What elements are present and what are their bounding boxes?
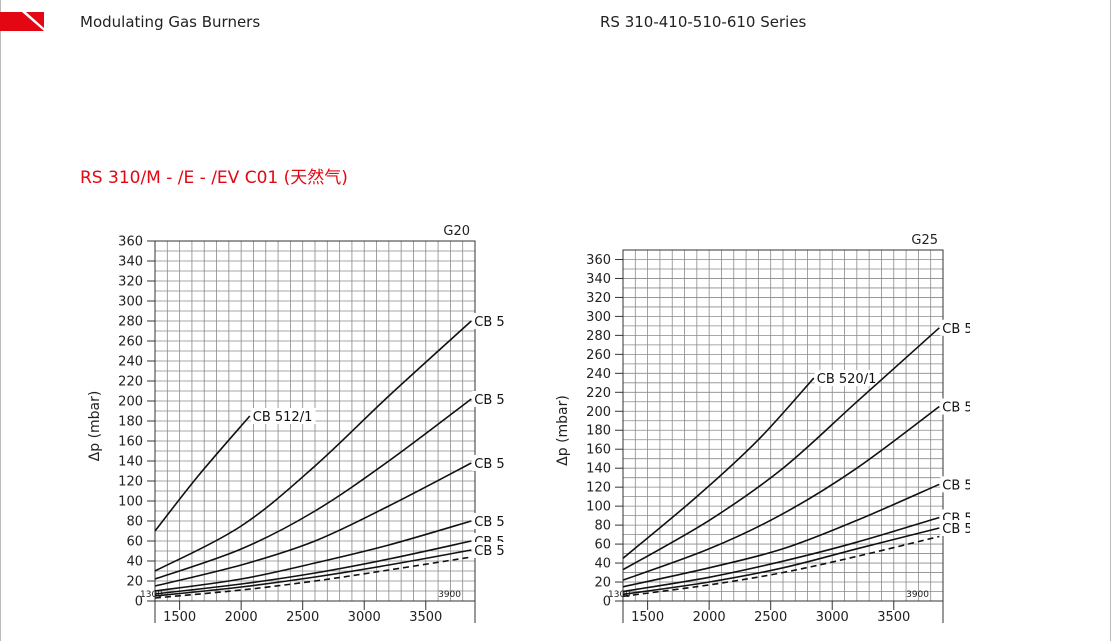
chart-g20-svg: 0 20 40 60 80 100 120 140 160 180 200 220 240 260 280 3…: [87, 224, 553, 625]
series-line: [154, 398, 472, 580]
y-tick-label: 60: [594, 538, 611, 553]
series-label: CB 512/1: [253, 410, 313, 425]
series-label: CB 50125/1: [474, 544, 505, 559]
y-tick-label: 120: [586, 481, 611, 496]
x-tick-label: 3500: [877, 610, 910, 625]
x-tick-label: 1500: [631, 610, 664, 625]
series-line: [154, 549, 472, 597]
y-tick-label: 100: [118, 495, 143, 510]
y-axis-label: Δp (mbar): [555, 395, 571, 466]
header-series: RS 310-410-510-610 Series: [600, 13, 807, 31]
series-line: [154, 462, 472, 587]
y-tick-label: 140: [586, 462, 611, 477]
series-label: CB 5065/1: [474, 457, 505, 472]
x-max-label: 3900: [906, 590, 929, 600]
series-line: [154, 540, 472, 595]
y-tick-label: 240: [118, 355, 143, 370]
x-tick-label: 2000: [225, 610, 258, 625]
y-tick-label: 300: [586, 310, 611, 325]
y-tick-label: 80: [594, 519, 611, 534]
series-line: [622, 527, 940, 596]
y-tick-label: 120: [118, 475, 143, 490]
series-line: [154, 415, 251, 532]
y-tick-label: 360: [118, 235, 143, 250]
y-tick-label: 100: [586, 500, 611, 515]
series-label: CB 50125/1: [942, 522, 970, 537]
y-tick-label: 260: [586, 348, 611, 363]
series-label-bg: [814, 370, 880, 387]
series-line: [154, 520, 472, 592]
series-line: [622, 405, 940, 581]
brand-logo: [0, 12, 44, 31]
y-tick-label: 340: [118, 255, 143, 270]
series-line: [622, 516, 940, 593]
x-tick-label: 2500: [754, 610, 787, 625]
y-tick-label: 280: [118, 315, 143, 330]
y-tick-label: 180: [586, 424, 611, 439]
gas-label: G25: [911, 233, 938, 248]
series-label-bg: [250, 408, 316, 424]
x-tick-label: 1500: [163, 610, 196, 625]
y-tick-label: 0: [603, 595, 611, 610]
plot-frame: [622, 249, 944, 602]
gas-label: G20: [443, 224, 470, 239]
y-tick-label: 320: [586, 291, 611, 306]
y-tick-label: 160: [118, 435, 143, 450]
x-tick-label: 3000: [348, 610, 381, 625]
x-min-label: 1300: [608, 590, 631, 600]
series-label: CB 520/1: [817, 372, 877, 387]
y-tick-label: 340: [586, 272, 611, 287]
y-axis-label: Δp (mbar): [87, 391, 103, 462]
x-tick-label: 2500: [286, 610, 319, 625]
y-tick-label: 160: [586, 443, 611, 458]
y-tick-label: 240: [586, 367, 611, 382]
x-max-label: 3900: [438, 590, 461, 600]
y-tick-label: 300: [118, 295, 143, 310]
y-tick-label: 280: [586, 329, 611, 344]
series-label: CB 5065/1: [942, 401, 970, 416]
x-tick-label: 2000: [693, 610, 726, 625]
series-label: CB 525/1: [942, 322, 970, 337]
x-min-label: 1300: [140, 590, 163, 600]
y-tick-label: 220: [118, 375, 143, 390]
chart-g25-svg: 0 20 40 60 80 100 120 140 160 180 200 220 240 260 280 3…: [555, 233, 1021, 625]
series-label: CB 525/1: [474, 393, 505, 408]
x-tick-label: 3000: [816, 610, 849, 625]
y-tick-label: 360: [586, 253, 611, 268]
y-tick-label: 60: [126, 535, 143, 550]
y-tick-label: 320: [118, 275, 143, 290]
y-tick-label: 40: [594, 557, 611, 572]
y-tick-label: 20: [594, 576, 611, 591]
series-line: [622, 377, 815, 559]
series-label: CB 520/1: [474, 315, 505, 330]
series-line: [622, 483, 940, 588]
series-label: CB 5080/1: [474, 515, 505, 530]
y-tick-label: 20: [126, 575, 143, 590]
y-tick-label: 220: [586, 386, 611, 401]
y-tick-label: 140: [118, 455, 143, 470]
y-tick-label: 40: [126, 555, 143, 570]
series-line: [154, 320, 472, 572]
y-tick-label: 200: [586, 405, 611, 420]
series-line: [622, 327, 940, 571]
chart-g25: 0 20 40 60 80 100 120 140 160 180 200 220 240 260 280 3…: [550, 222, 1021, 637]
y-tick-label: 80: [126, 515, 143, 530]
y-tick-label: 0: [135, 595, 143, 610]
chart-g20: 0 20 40 60 80 100 120 140 160 180 200 220 240 260 280 3…: [85, 222, 553, 637]
y-tick-label: 200: [118, 395, 143, 410]
y-tick-label: 180: [118, 415, 143, 430]
y-tick-label: 260: [118, 335, 143, 350]
series-line-dashed: [622, 535, 940, 598]
section-title: RS 310/M - /E - /EV C01 (天然气): [80, 168, 348, 188]
series-line-dashed: [154, 556, 472, 599]
x-tick-label: 3500: [409, 610, 442, 625]
header-product-line: Modulating Gas Burners: [80, 13, 261, 31]
series-label: CB 5080/1: [942, 478, 970, 493]
